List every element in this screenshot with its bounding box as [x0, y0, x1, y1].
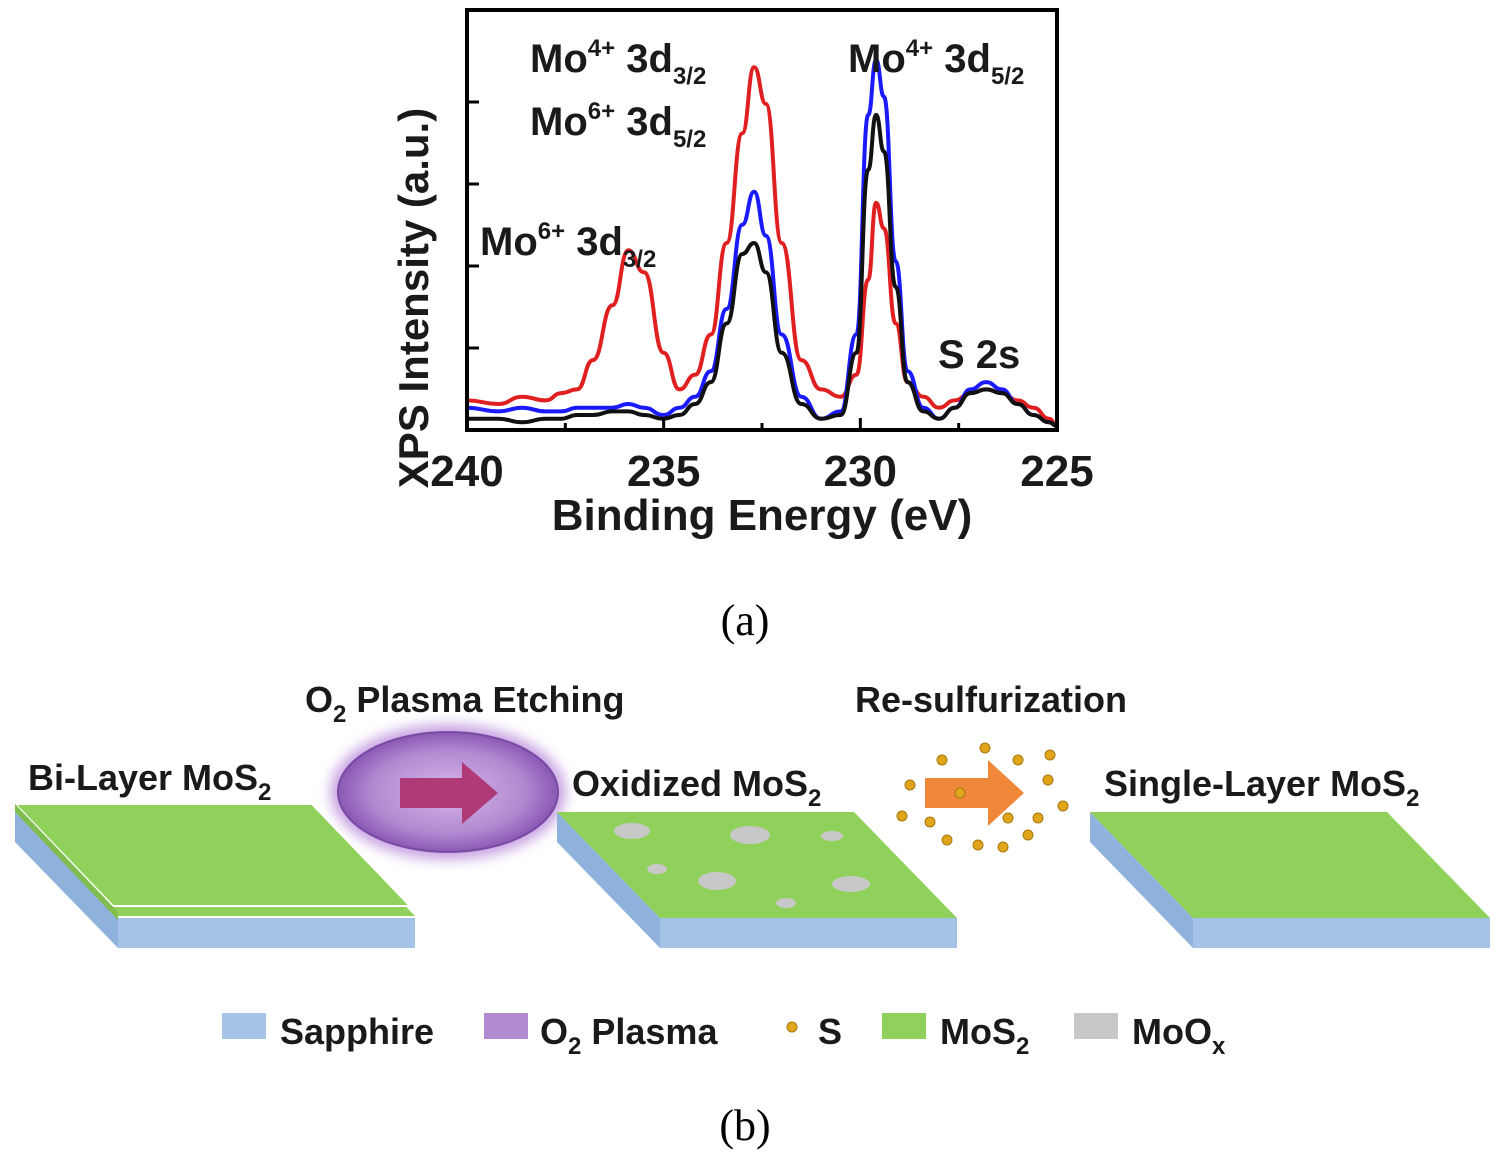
legend-swatch-sulfur: [786, 1021, 798, 1033]
moox-spot: [821, 831, 843, 841]
sapphire-left-side: [1090, 812, 1193, 948]
sulfur-dot: [924, 816, 936, 828]
arrow2-label: Re-sulfurization: [855, 679, 1127, 720]
sulfur-dot: [1002, 812, 1014, 824]
legend-label-mos2: MoS2: [940, 1011, 1029, 1060]
resulfurization-arrow: [896, 742, 1069, 853]
sapphire-left-side: [557, 812, 660, 948]
y-ticks: [467, 100, 479, 350]
step1-label: Bi-Layer MoS2: [28, 757, 271, 806]
legend-swatch-moox: [1074, 1013, 1118, 1039]
x-tick-label-2: 230: [824, 447, 897, 496]
sulfur-dot: [1042, 774, 1054, 786]
y-axis-label: XPS Intensity (a.u.): [390, 108, 437, 488]
legend-swatch-plasma: [484, 1013, 528, 1039]
sapphire-front: [118, 918, 415, 948]
sulfur-dot: [896, 810, 908, 822]
caption-b: (b): [719, 1101, 770, 1150]
x-axis-label: Binding Energy (eV): [552, 491, 972, 540]
annotation-mo6-3d32: Mo6+ 3d3/2: [480, 218, 656, 273]
sulfur-dot: [954, 787, 966, 799]
legend-label-moox: MoOx: [1132, 1011, 1226, 1060]
moox-spot: [832, 876, 870, 892]
sulfur-dot: [941, 834, 953, 846]
single-layer-slab: [1090, 812, 1490, 948]
sapphire-front: [1193, 918, 1490, 948]
plasma-arrow-icon: [400, 762, 498, 824]
mos2-top: [1090, 812, 1490, 918]
sulfur-dot: [1044, 749, 1056, 761]
annotation-s2s: S 2s: [938, 333, 1020, 377]
bilayer-slab: [12, 803, 415, 948]
sapphire-front: [660, 918, 957, 948]
step3-label: Single-Layer MoS2: [1104, 763, 1419, 812]
annotation-mo6-3d52: Mo6+ 3d5/2: [530, 98, 706, 153]
mos2-side: [15, 804, 118, 920]
arrow1-label: O2 Plasma Etching: [305, 679, 624, 728]
sulfur-dot: [1012, 754, 1024, 766]
x-tick-label-0: 240: [430, 447, 503, 496]
step2-label: Oxidized MoS2: [572, 763, 821, 812]
sulfur-arrow-icon: [925, 760, 1024, 826]
legend-label-plasma: O2 Plasma: [540, 1011, 718, 1060]
moox-spot: [647, 864, 667, 874]
annotation-mo4-3d32: Mo4+ 3d3/2: [530, 35, 706, 90]
series-line-2: [467, 112, 1058, 428]
x-tick-label-3: 225: [1020, 447, 1093, 496]
mos2-layer-upper: [12, 803, 413, 907]
schematic: Bi-Layer MoS2 O2 Plasma Etching Oxidized…: [12, 679, 1490, 948]
sulfur-dot: [1057, 800, 1069, 812]
sulfur-dot: [904, 779, 916, 791]
moox-spot: [776, 898, 796, 908]
x-ticks: [465, 418, 1059, 430]
annotation-mo4-3d52: Mo4+ 3d5/2: [848, 35, 1024, 90]
caption-a: (a): [721, 596, 770, 645]
sulfur-dot: [972, 839, 984, 851]
o2-plasma-arrow: [330, 724, 566, 860]
sulfur-dot: [936, 754, 948, 766]
x-tick-label-1: 235: [627, 447, 700, 496]
series-layer: [466, 58, 1058, 428]
legend: Sapphire O2 Plasma S MoS2 MoOx: [222, 1011, 1226, 1060]
sulfur-dot: [1022, 829, 1034, 841]
legend-swatch-sapphire: [222, 1013, 266, 1039]
series-line-0: [466, 65, 1058, 428]
legend-label-sapphire: Sapphire: [280, 1011, 434, 1052]
moox-spot: [698, 872, 736, 890]
legend-label-sulfur: S: [818, 1011, 842, 1052]
sulfur-dot: [1032, 812, 1044, 824]
sulfur-dot: [997, 841, 1009, 853]
sulfur-dots: [896, 742, 1069, 853]
sapphire-left-side: [15, 812, 118, 948]
legend-swatch-mos2: [882, 1013, 926, 1039]
moox-spot: [614, 823, 650, 839]
sulfur-dot: [979, 742, 991, 754]
xps-chart: 240 235 230 225 Binding Energy (eV) XPS Int…: [390, 8, 1094, 540]
moox-spot: [730, 826, 770, 844]
oxidized-slab: [557, 812, 957, 948]
x-tick-labels: 240 235 230 225: [430, 447, 1093, 496]
